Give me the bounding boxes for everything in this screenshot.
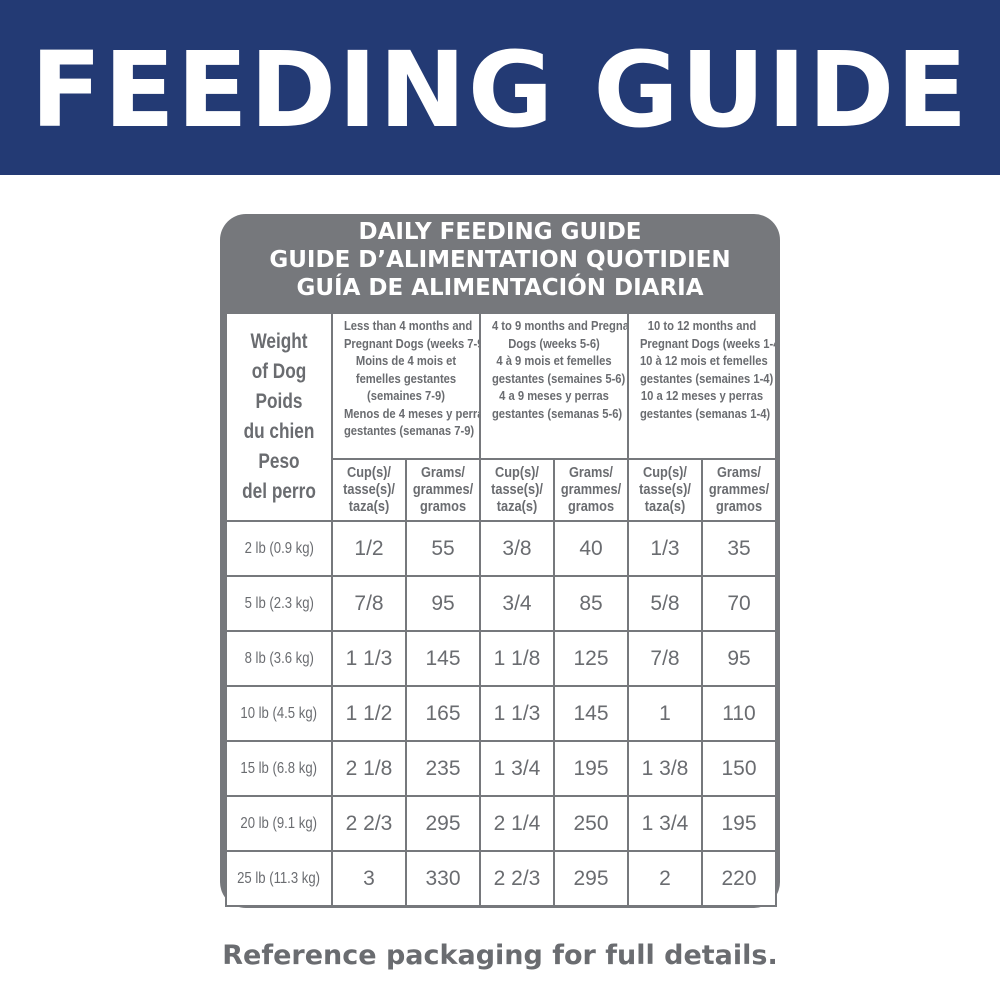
value-cell: 1/2 [331,520,407,577]
table-row: 5 lb (2.3 kg) 7/8 95 3/4 85 5/8 70 [225,575,777,632]
period-header-1: 4 to 9 months and Pregnant Dogs (weeks 5… [479,312,629,460]
value-cell: 7/8 [627,630,703,687]
grams-header: Grams/grammes/gramos [701,458,777,522]
value-cell: 1 [627,685,703,742]
value-cell: 165 [405,685,481,742]
weight-cell: 10 lb (4.5 kg) [225,685,333,742]
grams-header: Grams/grammes/gramos [405,458,481,522]
card-title: DAILY FEEDING GUIDE GUIDE D’ALIMENTATION… [220,218,780,318]
value-cell: 2 [627,850,703,907]
table-row: 25 lb (11.3 kg) 3 330 2 2/3 295 2 220 [225,850,777,907]
value-cell: 235 [405,740,481,797]
card-title-line-es: GUÍA DE ALIMENTACIÓN DIARIA [296,275,704,301]
value-cell: 7/8 [331,575,407,632]
value-cell: 95 [701,630,777,687]
value-cell: 1 1/2 [331,685,407,742]
header-banner: FEEDING GUIDE [0,0,1000,175]
card-title-line-fr: GUIDE D’ALIMENTATION QUOTIDIEN [269,247,731,273]
period-header-0: Less than 4 months and Pregnant Dogs (we… [331,312,481,460]
table-row: 2 lb (0.9 kg) 1/2 55 3/8 40 1/3 35 [225,520,777,577]
value-cell: 125 [553,630,629,687]
value-cell: 145 [405,630,481,687]
value-cell: 110 [701,685,777,742]
value-cell: 145 [553,685,629,742]
value-cell: 2 2/3 [479,850,555,907]
value-cell: 55 [405,520,481,577]
unit-header-row: Cup(s)/tasse(s)/taza(s) Grams/grammes/gr… [226,458,777,522]
weight-header: Weight of Dog Poids du chien Peso del pe… [225,312,333,522]
value-cell: 330 [405,850,481,907]
value-cell: 5/8 [627,575,703,632]
cups-header: Cup(s)/tasse(s)/taza(s) [627,458,703,522]
value-cell: 1 3/4 [479,740,555,797]
feeding-guide-card: DAILY FEEDING GUIDE GUIDE D’ALIMENTATION… [220,214,780,908]
value-cell: 2 1/4 [479,795,555,852]
page-title: FEEDING GUIDE [30,28,970,151]
weight-cell: 5 lb (2.3 kg) [225,575,333,632]
value-cell: 195 [553,740,629,797]
value-cell: 35 [701,520,777,577]
value-cell: 1 1/3 [479,685,555,742]
value-cell: 1 1/3 [331,630,407,687]
table-row: 20 lb (9.1 kg) 2 2/3 295 2 1/4 250 1 3/4… [225,795,777,852]
value-cell: 2 2/3 [331,795,407,852]
value-cell: 150 [701,740,777,797]
value-cell: 1/3 [627,520,703,577]
table-row: 8 lb (3.6 kg) 1 1/3 145 1 1/8 125 7/8 95 [225,630,777,687]
value-cell: 250 [553,795,629,852]
value-cell: 2 1/8 [331,740,407,797]
feeding-table: Weight of Dog Poids du chien Peso del pe… [225,312,777,907]
grams-header: Grams/grammes/gramos [553,458,629,522]
weight-cell: 8 lb (3.6 kg) [225,630,333,687]
card-title-line-en: DAILY FEEDING GUIDE [358,219,642,245]
value-cell: 1 1/8 [479,630,555,687]
value-cell: 295 [553,850,629,907]
weight-cell: 20 lb (9.1 kg) [225,795,333,852]
value-cell: 85 [553,575,629,632]
value-cell: 70 [701,575,777,632]
cups-header: Cup(s)/tasse(s)/taza(s) [479,458,555,522]
value-cell: 95 [405,575,481,632]
cups-header: Cup(s)/tasse(s)/taza(s) [331,458,407,522]
value-cell: 295 [405,795,481,852]
value-cell: 220 [701,850,777,907]
value-cell: 3/4 [479,575,555,632]
value-cell: 3/8 [479,520,555,577]
value-cell: 1 3/4 [627,795,703,852]
table-row: 15 lb (6.8 kg) 2 1/8 235 1 3/4 195 1 3/8… [225,740,777,797]
table-row: 10 lb (4.5 kg) 1 1/2 165 1 1/3 145 1 110 [225,685,777,742]
value-cell: 1 3/8 [627,740,703,797]
period-header-2: 10 to 12 months and Pregnant Dogs (weeks… [627,312,777,460]
value-cell: 195 [701,795,777,852]
value-cell: 3 [331,850,407,907]
weight-cell: 25 lb (11.3 kg) [225,850,333,907]
weight-cell: 2 lb (0.9 kg) [225,520,333,577]
weight-cell: 15 lb (6.8 kg) [225,740,333,797]
footer-note: Reference packaging for full details. [222,940,778,971]
value-cell: 40 [553,520,629,577]
